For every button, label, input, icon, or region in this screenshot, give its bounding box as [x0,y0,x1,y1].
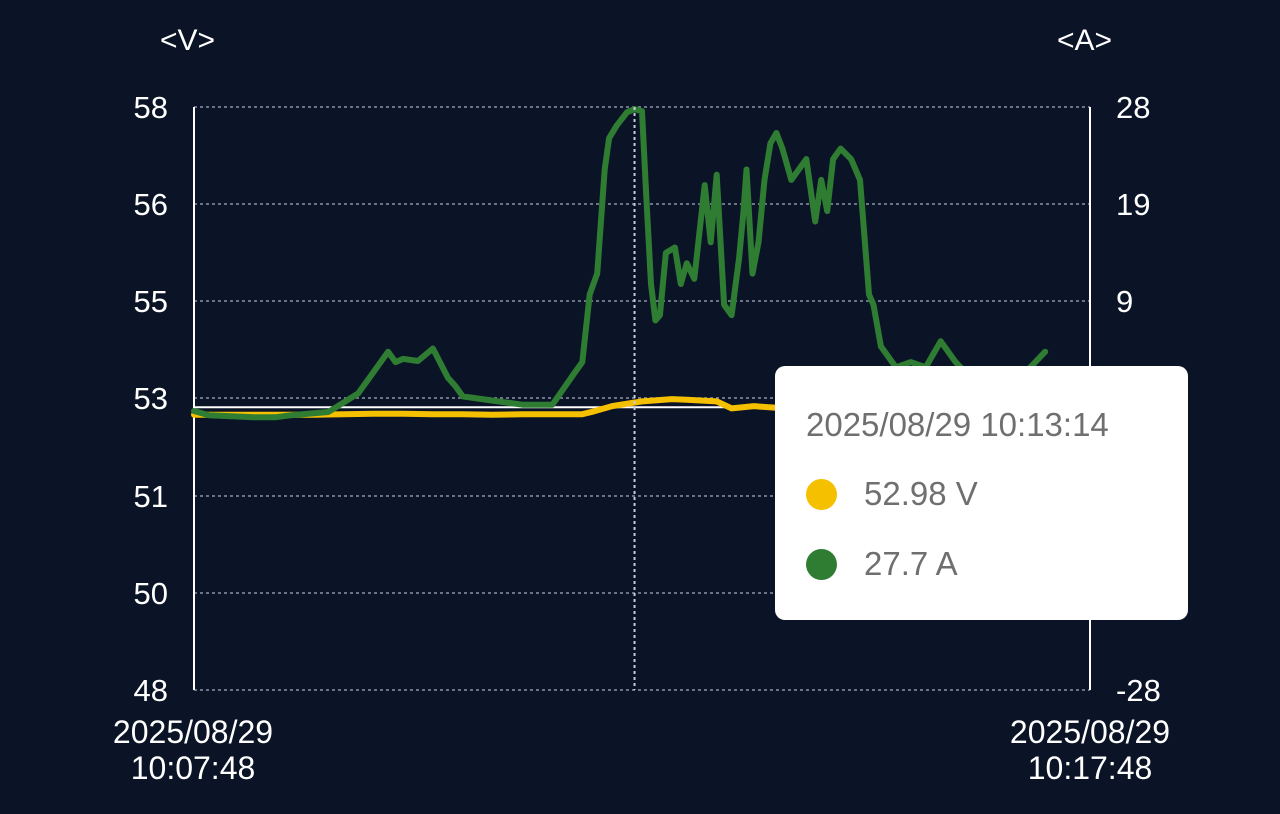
left-tick-label: 55 [134,284,168,319]
x-axis-end-label: 2025/08/29 10:17:48 [970,714,1210,786]
x-axis-start-date: 2025/08/29 [112,714,274,750]
x-axis-end-date: 2025/08/29 [1009,714,1171,750]
left-tick-label: 51 [134,479,168,514]
left-tick-label: 50 [134,576,168,611]
left-tick-label: 56 [134,187,168,222]
current-series-line [191,106,1049,421]
tooltip-voltage-value: 52.98 V [864,475,978,512]
data-tooltip: 2025/08/29 10:13:14 52.98 V 27.7 A [775,366,1188,620]
left-axis-unit-label: <V> [160,24,216,57]
tooltip-voltage-row: 52.98 V [806,474,1188,514]
right-tick-label: 19 [1116,187,1150,222]
x-axis-start-label: 2025/08/29 10:07:48 [73,714,313,786]
right-tick-label: 9 [1116,284,1133,319]
left-tick-label: 58 [134,90,168,125]
left-tick-label: 53 [134,381,168,416]
x-axis-start-time: 10:07:48 [130,750,256,786]
right-tick-label: 28 [1116,90,1150,125]
right-axis-unit-label: <A> [1057,24,1113,57]
right-tick-label: -28 [1116,673,1161,708]
left-tick-label: 48 [134,673,168,708]
current-legend-dot [806,548,837,580]
tooltip-current-value: 27.7 A [864,545,958,582]
x-axis-end-time: 10:17:48 [1027,750,1153,786]
tooltip-timestamp: 2025/08/29 10:13:14 [806,406,1109,443]
voltage-legend-dot [806,478,837,510]
tooltip-current-row: 27.7 A [806,544,1188,584]
